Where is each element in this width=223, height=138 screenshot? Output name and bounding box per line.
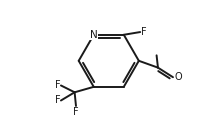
Text: O: O [174, 72, 182, 82]
Text: F: F [73, 107, 79, 117]
Text: F: F [141, 27, 147, 37]
Text: F: F [55, 80, 60, 91]
Text: F: F [55, 95, 60, 105]
Text: N: N [90, 30, 98, 40]
